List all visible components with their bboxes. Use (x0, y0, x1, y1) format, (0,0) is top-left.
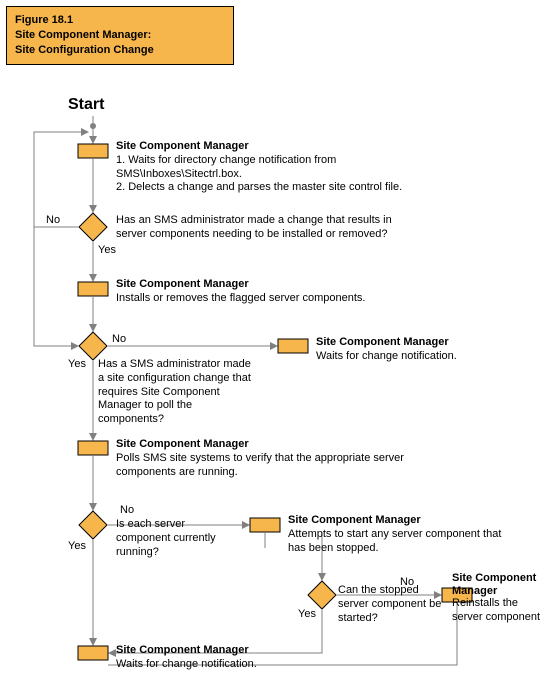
flowchart-canvas: Figure 18.1 Site Component Manager: Site… (0, 0, 546, 691)
dec4-no-label: No (400, 576, 414, 590)
dec4-yes-label: Yes (298, 608, 316, 622)
decision-1-text: Has an SMS administrator made a change t… (116, 214, 416, 242)
process-5r-text: Site Component Manager Attempts to start… (288, 514, 508, 555)
process-5r-body: Attempts to start any server component t… (288, 528, 508, 556)
process-3r-text: Site Component Manager Waits for change … (316, 336, 526, 364)
decision-2-text: Has a SMS administrator made a site conf… (98, 358, 253, 427)
process-4-heading: Site Component Manager (116, 438, 416, 452)
dec2-no-label: No (112, 333, 126, 347)
decision-3-text: Is each server component currently runni… (116, 518, 236, 559)
process-1-heading: Site Component Manager (116, 140, 436, 154)
process-4-body: Polls SMS site systems to verify that th… (116, 452, 416, 480)
process-4-text: Site Component Manager Polls SMS site sy… (116, 438, 416, 479)
process-7-body: Waits for change notification. (116, 658, 416, 672)
dec3-no-label: No (120, 504, 134, 518)
process-3r-heading: Site Component Manager (316, 336, 526, 350)
process-2-heading: Site Component Manager (116, 278, 436, 292)
dec1-yes-label: Yes (98, 244, 116, 258)
process-1-line2: SMS\Inboxes\Sitectrl.box. (116, 168, 436, 182)
decision-4-text: Can the stopped server component be star… (338, 584, 448, 625)
process-7-heading: Site Component Manager (116, 644, 416, 658)
dec1-no-label: No (46, 214, 60, 228)
process-6r-text: Site Component Manager Reinstalls the se… (452, 572, 542, 625)
process-2-text: Site Component Manager Installs or remov… (116, 278, 436, 306)
process-5r-heading: Site Component Manager (288, 514, 508, 528)
process-1-text: Site Component Manager 1. Waits for dire… (116, 140, 436, 195)
process-1-line1: 1. Waits for directory change notificati… (116, 154, 436, 168)
process-6r-body: Reinstalls the server component (452, 597, 542, 625)
process-2-body: Installs or removes the flagged server c… (116, 292, 436, 306)
dec3-yes-label: Yes (68, 540, 86, 554)
dec2-yes-label: Yes (68, 358, 86, 372)
process-6r-heading: Site Component Manager (452, 572, 542, 597)
process-1-line3: 2. Delects a change and parses the maste… (116, 181, 436, 195)
process-7-text: Site Component Manager Waits for change … (116, 644, 416, 672)
process-3r-body: Waits for change notification. (316, 350, 526, 364)
